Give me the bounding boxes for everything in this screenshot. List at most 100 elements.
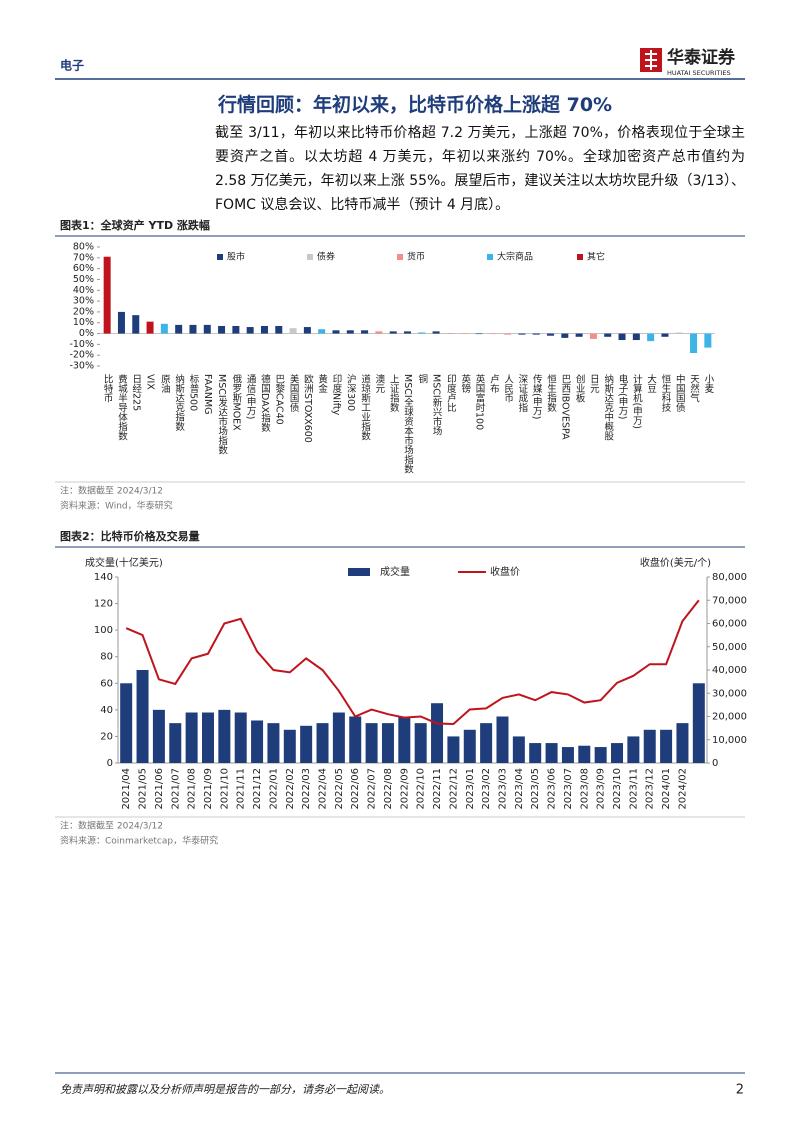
x-tick-label: 2021/10 [219, 768, 230, 810]
bar [518, 333, 526, 335]
y-axis-label: 成交量(十亿美元) [85, 556, 163, 569]
bar [504, 333, 512, 335]
chart-title: 图表1：全球资产 YTD 涨跌幅 [60, 218, 210, 232]
bar [675, 332, 683, 334]
x-tick-label: 2023/05 [530, 768, 541, 810]
bar [275, 325, 283, 334]
x-tick-label: 小麦 [702, 374, 714, 394]
volume-bar [447, 736, 460, 763]
volume-bar [561, 747, 574, 763]
x-tick-label: 印度卢比 [445, 373, 457, 412]
note: 注：数据截至 2024/3/12 [60, 485, 163, 497]
bar [547, 333, 555, 336]
bar [332, 330, 340, 334]
bar [461, 333, 469, 335]
y2-tick-label: 60,000 [712, 619, 747, 630]
bar [375, 331, 383, 334]
bar [232, 325, 240, 334]
x-tick-label: 2021/11 [236, 768, 247, 810]
brand: 华泰证券 [667, 47, 736, 68]
y2-tick-label: 20,000 [712, 712, 747, 723]
bar [604, 333, 612, 337]
x-tick-label: 沪深300 [345, 373, 357, 411]
volume-bar [283, 729, 296, 763]
legend-label: 货币 [407, 251, 425, 263]
x-tick-label: 2021/07 [170, 768, 181, 810]
x-tick-label: 恒生指数 [545, 373, 557, 413]
x-tick-label: 2022/01 [268, 768, 279, 810]
logo-pattern [645, 50, 657, 70]
x-tick-label: 2021/08 [187, 768, 198, 810]
x-tick-label: 纳斯达克中概股 [602, 373, 614, 441]
x-tick-label: 2022/12 [448, 768, 459, 810]
bar [289, 328, 297, 334]
x-tick-label: 英国富时100 [474, 373, 486, 430]
bar [618, 333, 626, 341]
volume-bar [251, 720, 264, 763]
legend-label: 股市 [227, 251, 245, 263]
volume-bar [545, 743, 558, 763]
y-tick-label: 0% [79, 328, 94, 339]
x-tick-label: 通信(申万) [245, 374, 257, 419]
volume-bar [381, 723, 394, 763]
x-tick-label: 2023/08 [579, 768, 590, 810]
volume-bar [218, 709, 231, 763]
y-tick-label: 20% [73, 306, 94, 317]
x-tick-label: FAANMG [202, 374, 213, 415]
x-tick-label: 2023/10 [612, 768, 623, 810]
x-tick-label: 2023/11 [628, 768, 639, 810]
bar [589, 333, 597, 339]
x-tick-label: 卢布 [488, 373, 500, 394]
y-tick-label: 80% [73, 242, 94, 253]
legend-swatch [487, 254, 493, 260]
y-tick-label: 70% [73, 252, 94, 263]
x-tick-label: 2024/01 [661, 768, 672, 810]
volume-bar [201, 712, 214, 763]
chart-title: 图表2：比特币价格及交易量 [60, 529, 200, 543]
y2-tick-label: 0 [712, 758, 718, 769]
volume-bar [480, 723, 493, 763]
volume-bar [169, 723, 182, 763]
volume-bar [431, 703, 444, 763]
volume-bar [692, 683, 705, 763]
x-tick-label: 2022/04 [318, 768, 329, 810]
volume-bar [120, 683, 133, 763]
bar [404, 331, 411, 334]
source: 资料来源：Wind，华泰研究 [60, 500, 173, 512]
source: 资料来源：Coinmarketcap，华泰研究 [60, 835, 218, 847]
x-tick-label: 2023/12 [645, 768, 656, 810]
x-tick-label: 电子(申万) [617, 373, 629, 419]
legend-label: 债券 [317, 251, 335, 263]
y-tick-label: 60% [73, 263, 94, 274]
legend-swatch [348, 568, 370, 576]
x-tick-label: 2023/04 [514, 768, 525, 810]
x-tick-label: 2022/11 [432, 768, 443, 810]
x-tick-label: 2021/06 [154, 768, 165, 810]
bar [532, 333, 540, 335]
volume-bar [578, 745, 591, 763]
x-tick-label: 纳斯达克指数 [173, 373, 185, 432]
x-tick-label: 比特币 [102, 373, 114, 403]
y-tick-label: 140 [94, 572, 113, 583]
bar [175, 324, 183, 334]
volume-bar [463, 729, 476, 763]
y2-tick-label: 10,000 [712, 735, 747, 746]
x-tick-label: 中国国债 [674, 373, 686, 413]
x-tick-label: 巴西IBOVESPA [559, 374, 571, 440]
y2-tick-label: 30,000 [712, 688, 747, 699]
x-tick-label: 2023/09 [596, 768, 607, 810]
y2-tick-label: 40,000 [712, 665, 747, 676]
x-tick-label: 计算机(申万) [631, 373, 643, 429]
bar [561, 333, 569, 338]
volume-bar [496, 716, 509, 763]
bar [361, 330, 369, 334]
x-tick-label: 2024/02 [677, 768, 688, 810]
price-line [125, 599, 700, 725]
legend-label: 其它 [587, 251, 605, 263]
bar [218, 325, 226, 334]
x-tick-label: 2022/03 [301, 768, 312, 810]
y-tick-label: 0 [107, 758, 113, 769]
x-tick-label: 2023/07 [563, 768, 574, 810]
x-tick-label: 日元 [588, 374, 600, 394]
x-tick-label: MSCI新兴市场 [431, 374, 443, 437]
